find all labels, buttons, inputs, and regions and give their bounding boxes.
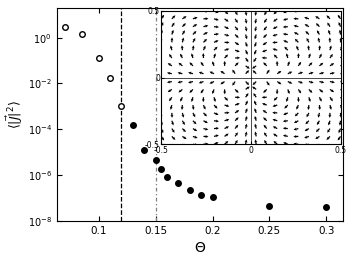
Y-axis label: $\langle|\vec{J}|^2\rangle$: $\langle|\vec{J}|^2\rangle$ [5,100,25,129]
X-axis label: Θ: Θ [195,242,205,255]
